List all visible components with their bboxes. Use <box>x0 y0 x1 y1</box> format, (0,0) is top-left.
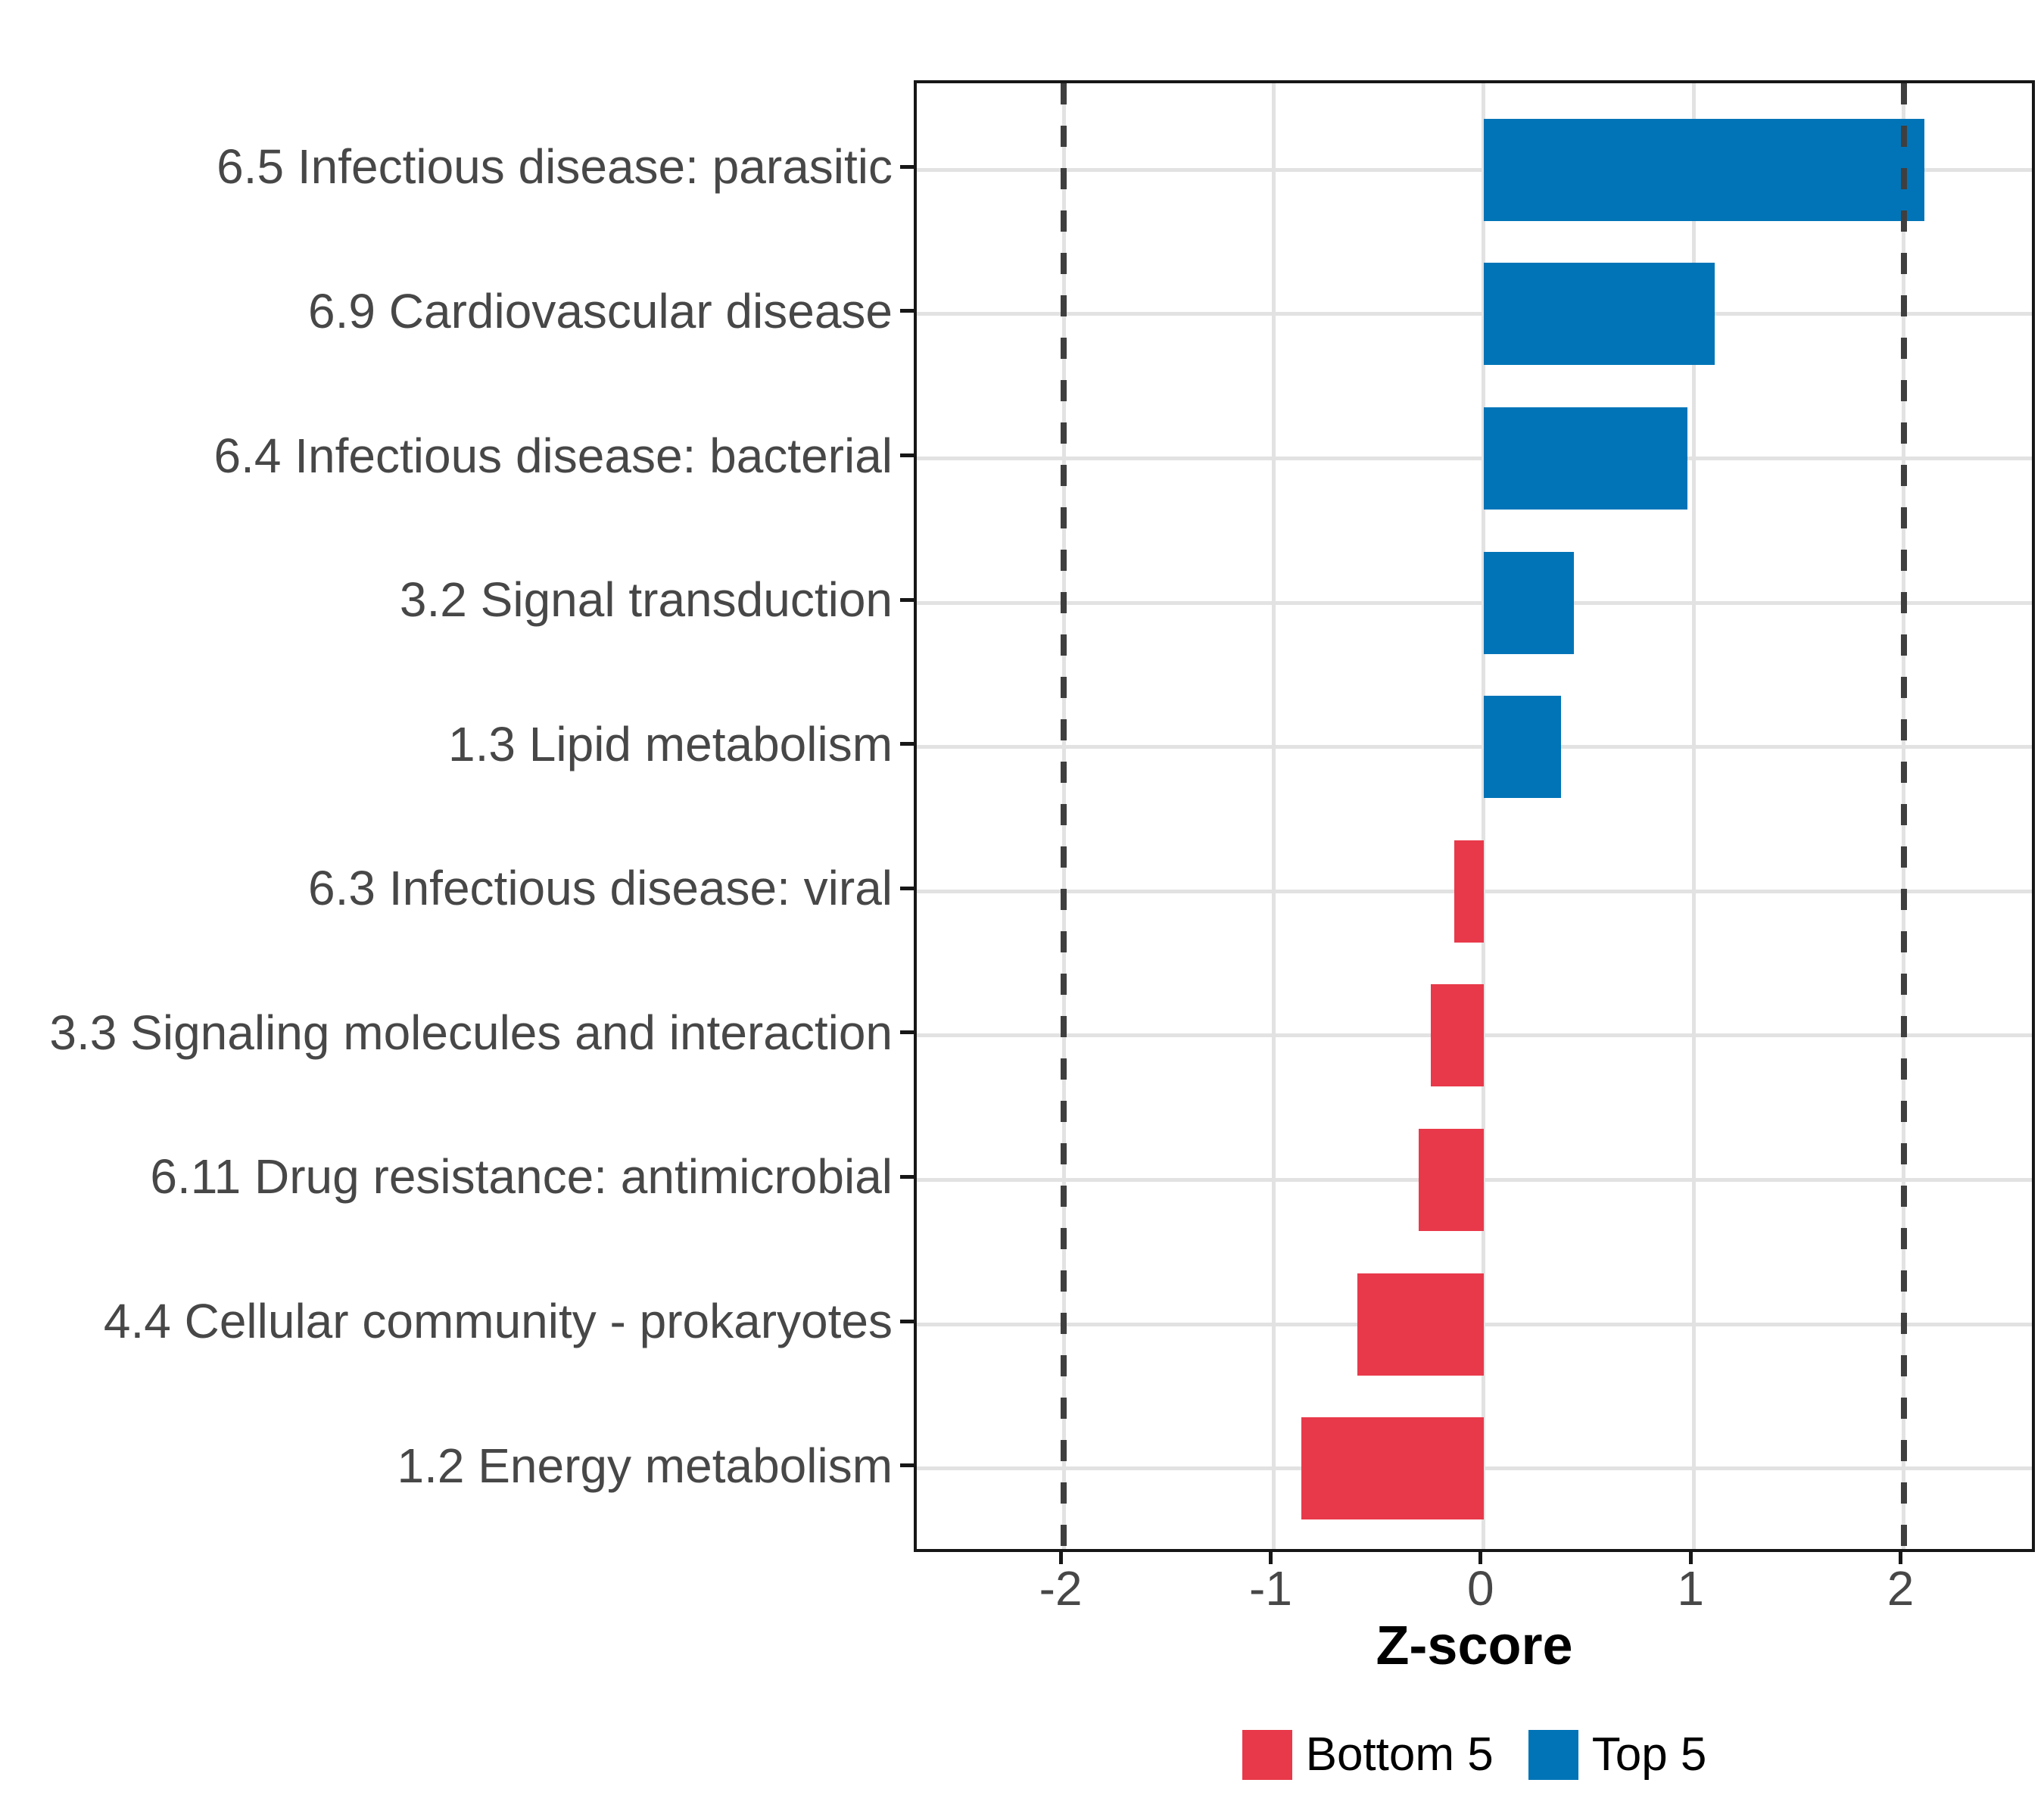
legend-key-swatch <box>1528 1730 1578 1780</box>
x-axis-tick <box>1058 1552 1063 1564</box>
gridline-horizontal <box>917 600 2032 605</box>
y-axis-tick <box>900 164 914 169</box>
y-axis-tick <box>900 1030 914 1035</box>
dashed-reference-line <box>1900 83 1907 1549</box>
legend-item-label: Top 5 <box>1591 1728 1707 1781</box>
category-label: 4.4 Cellular community - prokaryotes <box>103 1294 893 1349</box>
y-axis-tick <box>900 1174 914 1179</box>
category-label: 3.2 Signal transduction <box>399 572 893 628</box>
gridline-horizontal <box>917 457 2032 461</box>
legend-key-swatch <box>1242 1730 1292 1780</box>
bar <box>1301 1417 1484 1520</box>
x-axis-tick <box>1478 1552 1483 1564</box>
y-axis-tick <box>900 886 914 890</box>
legend-item-label: Bottom 5 <box>1305 1728 1494 1781</box>
x-axis-title: Z-score <box>1376 1616 1573 1676</box>
category-label: 1.3 Lipid metabolism <box>448 716 893 771</box>
x-axis-tick <box>1268 1552 1273 1564</box>
gridline-horizontal <box>917 312 2032 316</box>
gridline-vertical <box>1482 83 1486 1549</box>
bar <box>1483 551 1575 654</box>
bar <box>1357 1273 1484 1376</box>
category-label: 6.9 Cardiovascular disease <box>308 283 893 338</box>
x-axis-tick-label: 1 <box>1677 1561 1704 1616</box>
x-axis-tick-label: -2 <box>1039 1561 1083 1616</box>
y-axis-tick <box>900 742 914 746</box>
y-axis-tick <box>900 453 914 458</box>
gridline-horizontal <box>917 167 2032 172</box>
x-axis-tick <box>1899 1552 1902 1564</box>
dashed-reference-line <box>1061 83 1067 1549</box>
category-label: 6.11 Drug resistance: antimicrobial <box>150 1149 893 1205</box>
bar <box>1454 840 1484 943</box>
category-label: 6.3 Infectious disease: viral <box>308 861 893 916</box>
gridline-horizontal <box>917 745 2032 750</box>
y-axis-tick <box>900 1319 914 1323</box>
y-axis-tick <box>900 597 914 602</box>
category-label: 1.2 Energy metabolism <box>397 1438 893 1493</box>
bar <box>1483 263 1715 366</box>
bar <box>1418 1128 1484 1231</box>
x-axis-tick-label: 2 <box>1887 1561 1915 1616</box>
bar <box>1483 407 1687 510</box>
x-axis-tick <box>1688 1552 1693 1564</box>
x-axis-tick-label: 0 <box>1467 1561 1494 1616</box>
x-axis-tick-label: -1 <box>1249 1561 1292 1616</box>
gridline-vertical <box>1271 83 1276 1549</box>
category-label: 6.5 Infectious disease: parasitic <box>217 139 893 195</box>
category-label: 3.3 Signaling molecules and interaction <box>49 1005 893 1060</box>
y-axis-tick <box>900 1463 914 1468</box>
plot-panel <box>914 80 2035 1552</box>
category-label: 6.4 Infectious disease: bacterial <box>213 428 893 483</box>
bar <box>1431 984 1484 1087</box>
legend: Bottom 5 Top 5 <box>914 1728 2035 1781</box>
gridline-vertical <box>1691 83 1696 1549</box>
bar <box>1483 696 1562 799</box>
legend-item: Bottom 5 <box>1242 1730 1494 1780</box>
legend-item: Top 5 <box>1528 1728 1707 1781</box>
bar <box>1483 118 1925 221</box>
y-axis-tick <box>900 309 914 313</box>
